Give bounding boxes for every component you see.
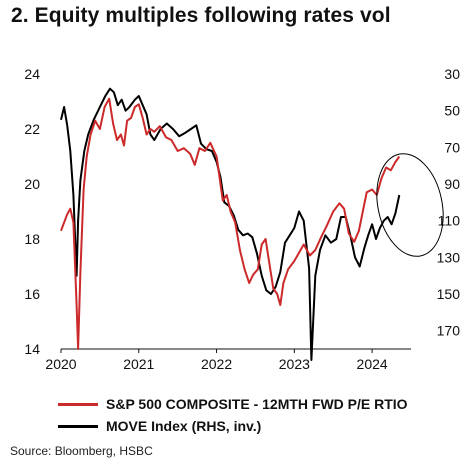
right-axis: 30 50 70 90 110 130 150 170	[437, 66, 461, 339]
legend: S&P 500 COMPOSITE - 12MTH FWD P/E RTIO M…	[58, 393, 408, 437]
left-tick-label: 22	[24, 121, 40, 137]
right-tick-label: 170	[437, 323, 461, 339]
legend-label-pe: S&P 500 COMPOSITE - 12MTH FWD P/E RTIO	[106, 396, 408, 412]
legend-item-move: MOVE Index (RHS, inv.)	[58, 415, 408, 437]
left-tick-label: 16	[24, 286, 40, 302]
right-tick-label: 90	[444, 176, 460, 192]
legend-label-move: MOVE Index (RHS, inv.)	[106, 418, 262, 434]
source-note: Source: Bloomberg, HSBC	[10, 444, 153, 458]
x-axis: 2020 2021 2022 2023 2024	[45, 349, 388, 372]
x-tick-label: 2023	[279, 356, 310, 372]
highlight-ellipse	[376, 153, 444, 257]
right-tick-label: 150	[437, 286, 461, 302]
legend-swatch-move	[58, 424, 98, 428]
x-tick-label: 2024	[357, 356, 388, 372]
left-tick-label: 14	[24, 341, 40, 357]
x-tick-label: 2020	[45, 356, 76, 372]
right-tick-label: 70	[444, 139, 460, 155]
pe-series-line	[60, 97, 401, 350]
x-tick-label: 2021	[123, 356, 154, 372]
left-tick-label: 20	[24, 176, 40, 192]
legend-item-pe: S&P 500 COMPOSITE - 12MTH FWD P/E RTIO	[58, 393, 408, 415]
right-tick-label: 50	[444, 103, 460, 119]
left-tick-label: 24	[24, 66, 40, 82]
move-series-line	[60, 87, 401, 361]
left-tick-label: 18	[24, 231, 40, 247]
right-tick-label: 130	[437, 249, 461, 265]
series-layer	[60, 87, 401, 361]
left-axis: 24 22 20 18 16 14	[24, 66, 40, 357]
right-tick-label: 110	[438, 213, 461, 229]
legend-swatch-pe	[58, 402, 98, 406]
right-tick-label: 30	[444, 66, 460, 82]
x-tick-label: 2022	[201, 356, 232, 372]
chart-title: 2. Equity multiples following rates vol	[11, 4, 391, 27]
